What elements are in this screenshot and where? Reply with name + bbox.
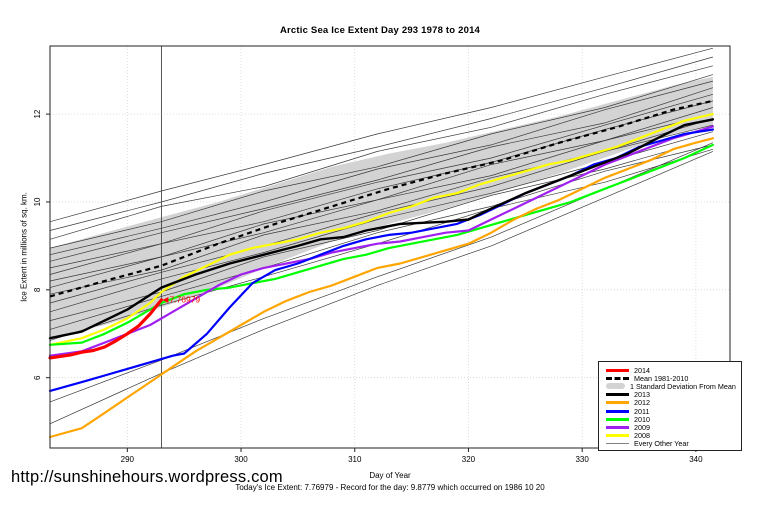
legend-label: Mean 1981-2010 (634, 373, 689, 383)
legend-item-2013: 2013 (606, 390, 741, 400)
status-line: Today's Ice Extent: 7.76979 - Record for… (235, 483, 545, 492)
x-tick-label: 340 (689, 455, 703, 464)
legend-swatch (606, 443, 629, 445)
y-tick-label: 6 (33, 375, 42, 380)
legend-swatch (606, 401, 629, 405)
legend-label: 2008 (634, 431, 650, 441)
series-2012-line (48, 137, 715, 439)
series-2014-line (48, 298, 163, 360)
legend-swatch (606, 434, 629, 438)
y-tick-label: 10 (33, 197, 42, 206)
x-tick-label: 330 (575, 455, 589, 464)
annotation-arrow-icon (162, 296, 169, 303)
y-tick-label: 12 (33, 109, 42, 118)
legend-item-2011: 2011 (606, 406, 741, 416)
legend-item-mean-1981-2010: Mean 1981-2010 (606, 373, 741, 383)
x-tick-label: 300 (234, 455, 248, 464)
legend-item-2010: 2010 (606, 414, 741, 424)
legend-swatch (606, 368, 629, 372)
band-1sd (50, 76, 713, 339)
legend-box: 2014 Mean 1981-2010 1 Standard Deviation F… (598, 361, 742, 451)
legend-item-2012: 2012 (606, 398, 741, 408)
chart-title: Arctic Sea Ice Extent Day 293 1978 to 20… (279, 25, 481, 36)
legend-label: 2014 (634, 365, 650, 375)
legend-item-2008: 2008 (606, 431, 741, 441)
legend-swatch (606, 393, 629, 397)
legend-swatch (606, 383, 625, 390)
axis-ticks: 290 300 310 320 330 340 6 8 10 12 (33, 109, 703, 464)
legend-item-2014: 2014 (606, 365, 741, 375)
legend-label: Every Other Year (634, 439, 689, 449)
x-tick-label: 290 (121, 455, 135, 464)
series-2009-line (48, 125, 715, 357)
x-axis-title: Day of Year (369, 471, 411, 480)
series-2008-line (48, 112, 715, 346)
legend-item-every-other-year: Every Other Year (606, 439, 741, 449)
legend-label: 2010 (634, 414, 650, 424)
legend-swatch (606, 425, 629, 429)
annotation-value: 7.76979 (169, 294, 200, 304)
source-url: http://sunshinehours.wordpress.com (11, 468, 283, 486)
legend-item-1-standard-deviation-from-mean: 1 Standard Deviation From Mean (606, 381, 741, 391)
legend-swatch (606, 376, 629, 380)
series-mean-line (49, 99, 714, 298)
series-2011-line (48, 128, 715, 392)
legend-label: 2011 (634, 406, 650, 416)
legend-item-2009: 2009 (606, 422, 741, 432)
legend-label: 1 Standard Deviation From Mean (630, 381, 736, 391)
legend-label: 2013 (634, 390, 650, 400)
value-annotation: 7.76979 (162, 294, 200, 304)
legend-label: 2009 (634, 422, 650, 432)
series-2013-line (48, 118, 715, 340)
legend-swatch (606, 409, 629, 413)
x-tick-label: 320 (462, 455, 476, 464)
legend-swatch (606, 417, 629, 421)
y-tick-label: 8 (33, 287, 42, 292)
x-tick-label: 310 (348, 455, 362, 464)
plot-border (49, 45, 731, 449)
legend-label: 2012 (634, 398, 650, 408)
y-axis-title: Ice Extent in millions of sq. km. (19, 192, 29, 302)
